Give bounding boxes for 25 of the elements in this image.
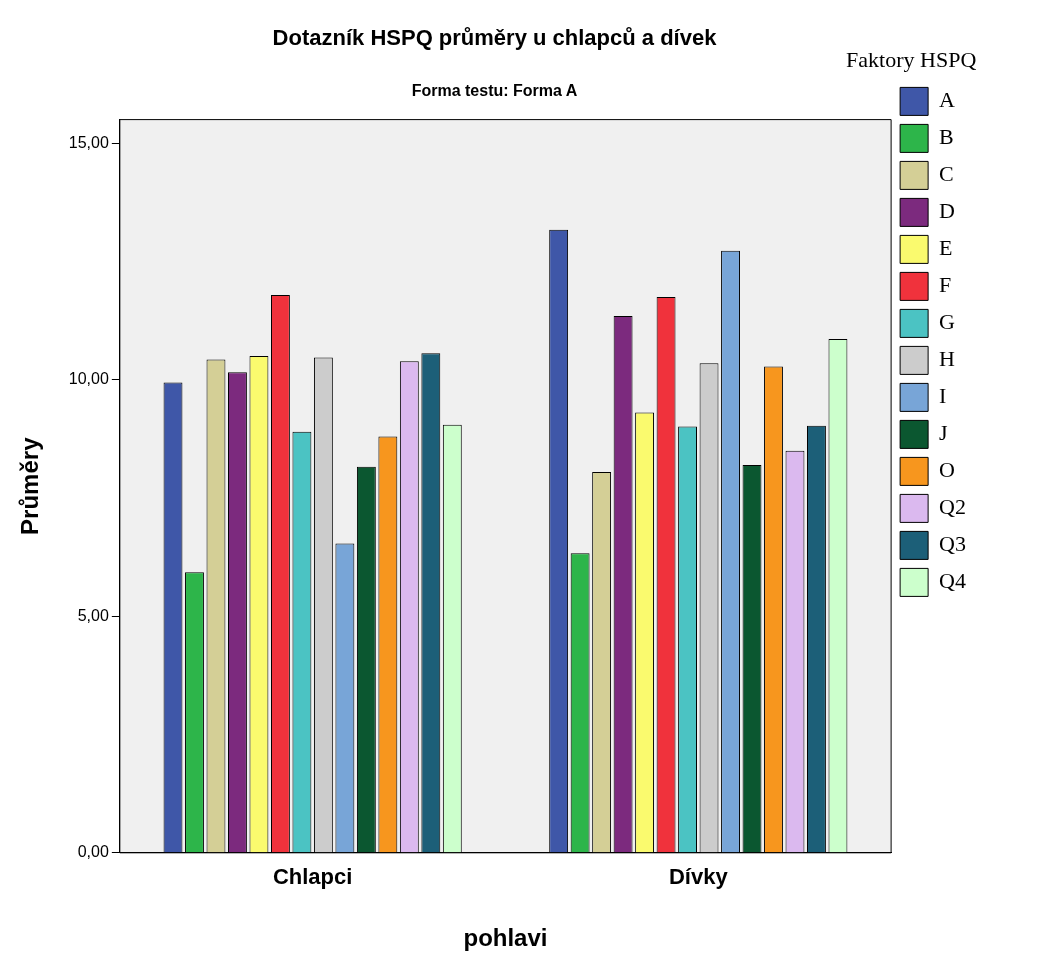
x-tick-label: Chlapci: [272, 864, 353, 890]
legend-title: Faktory HSPQ: [846, 46, 977, 72]
legend-label: Q4: [939, 568, 966, 594]
legend-label: G: [939, 309, 956, 335]
y-axis-title: Průměry: [16, 436, 44, 535]
legend-label: E: [939, 235, 953, 261]
chart-subtitle: Forma testu: Forma A: [411, 82, 578, 100]
legend-label: I: [939, 383, 947, 409]
legend-label: B: [939, 124, 954, 150]
x-axis-title: pohlavi: [463, 924, 548, 952]
legend-label: D: [939, 198, 955, 224]
legend-label: F: [939, 272, 952, 298]
y-tick-label: 10,00: [68, 370, 109, 388]
x-tick-label: Dívky: [668, 864, 729, 890]
legend-label: C: [939, 161, 954, 187]
y-tick-label: 5,00: [77, 606, 109, 624]
legend-label: Q3: [939, 531, 966, 557]
y-tick-label: 0,00: [77, 843, 109, 861]
legend-label: H: [939, 346, 956, 372]
chart-title: Dotazník HSPQ průměry u chlapců a dívek: [272, 25, 718, 51]
legend-label: O: [939, 457, 955, 483]
y-tick-label: 15,00: [68, 133, 109, 151]
legend-label: J: [939, 420, 949, 446]
legend-label: A: [939, 87, 956, 113]
legend-label: Q2: [939, 494, 966, 520]
